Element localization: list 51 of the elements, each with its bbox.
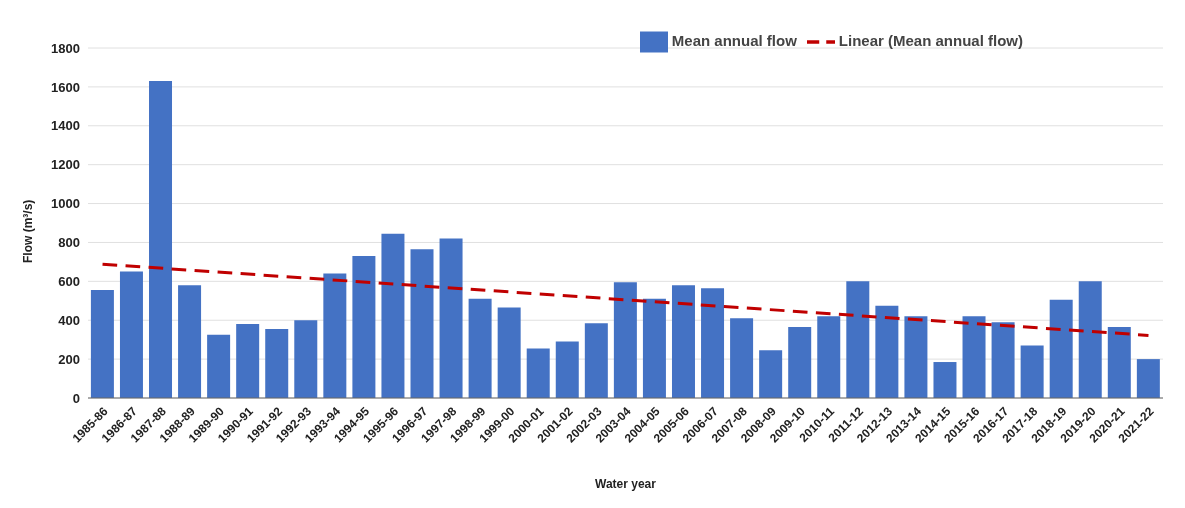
y-tick-label: 1400 [51,118,80,134]
bar [294,320,318,398]
bar [846,281,870,398]
bar [410,249,434,398]
bar [701,288,725,398]
bar [671,285,695,398]
bar [875,305,899,398]
bar [555,341,579,398]
bar [381,233,405,398]
bar [352,256,376,398]
bar [1107,327,1131,398]
bar [439,238,463,398]
x-axis-title: Water year [595,477,657,491]
bar [1049,299,1073,398]
y-tick-label: 200 [58,351,80,367]
bar [236,324,260,398]
bar [817,316,841,398]
y-tick-label: 0 [72,390,80,406]
bar [730,318,754,398]
bar [265,328,289,398]
y-tick-label: 1600 [51,79,80,95]
bar [788,327,812,398]
y-tick-label: 1200 [51,157,80,173]
legend-label: Mean annual flow [671,31,797,49]
y-tick-label: 600 [58,273,80,289]
bar [207,334,231,398]
bar [1078,281,1102,398]
bar [962,316,986,398]
bar [90,290,114,398]
bar [904,316,928,398]
bar [119,271,143,398]
bar [933,362,957,398]
bar [1136,359,1160,398]
bar [584,323,608,398]
bar [526,348,550,398]
bar [497,307,521,398]
y-tick-label: 800 [58,235,80,251]
legend-label: Linear (Mean annual flow) [838,31,1023,49]
bar [149,81,173,398]
y-axis-title: Flow (m³/s) [21,199,36,263]
bar [468,298,492,398]
bar [759,350,783,398]
bar [642,298,666,398]
bar [178,285,202,398]
y-tick-label: 1000 [51,196,80,212]
bar [613,282,637,398]
y-tick-label: 400 [58,312,80,328]
bar [1020,345,1044,398]
y-tick-label: 1800 [51,40,80,56]
bar [991,322,1015,398]
bar [323,273,347,398]
